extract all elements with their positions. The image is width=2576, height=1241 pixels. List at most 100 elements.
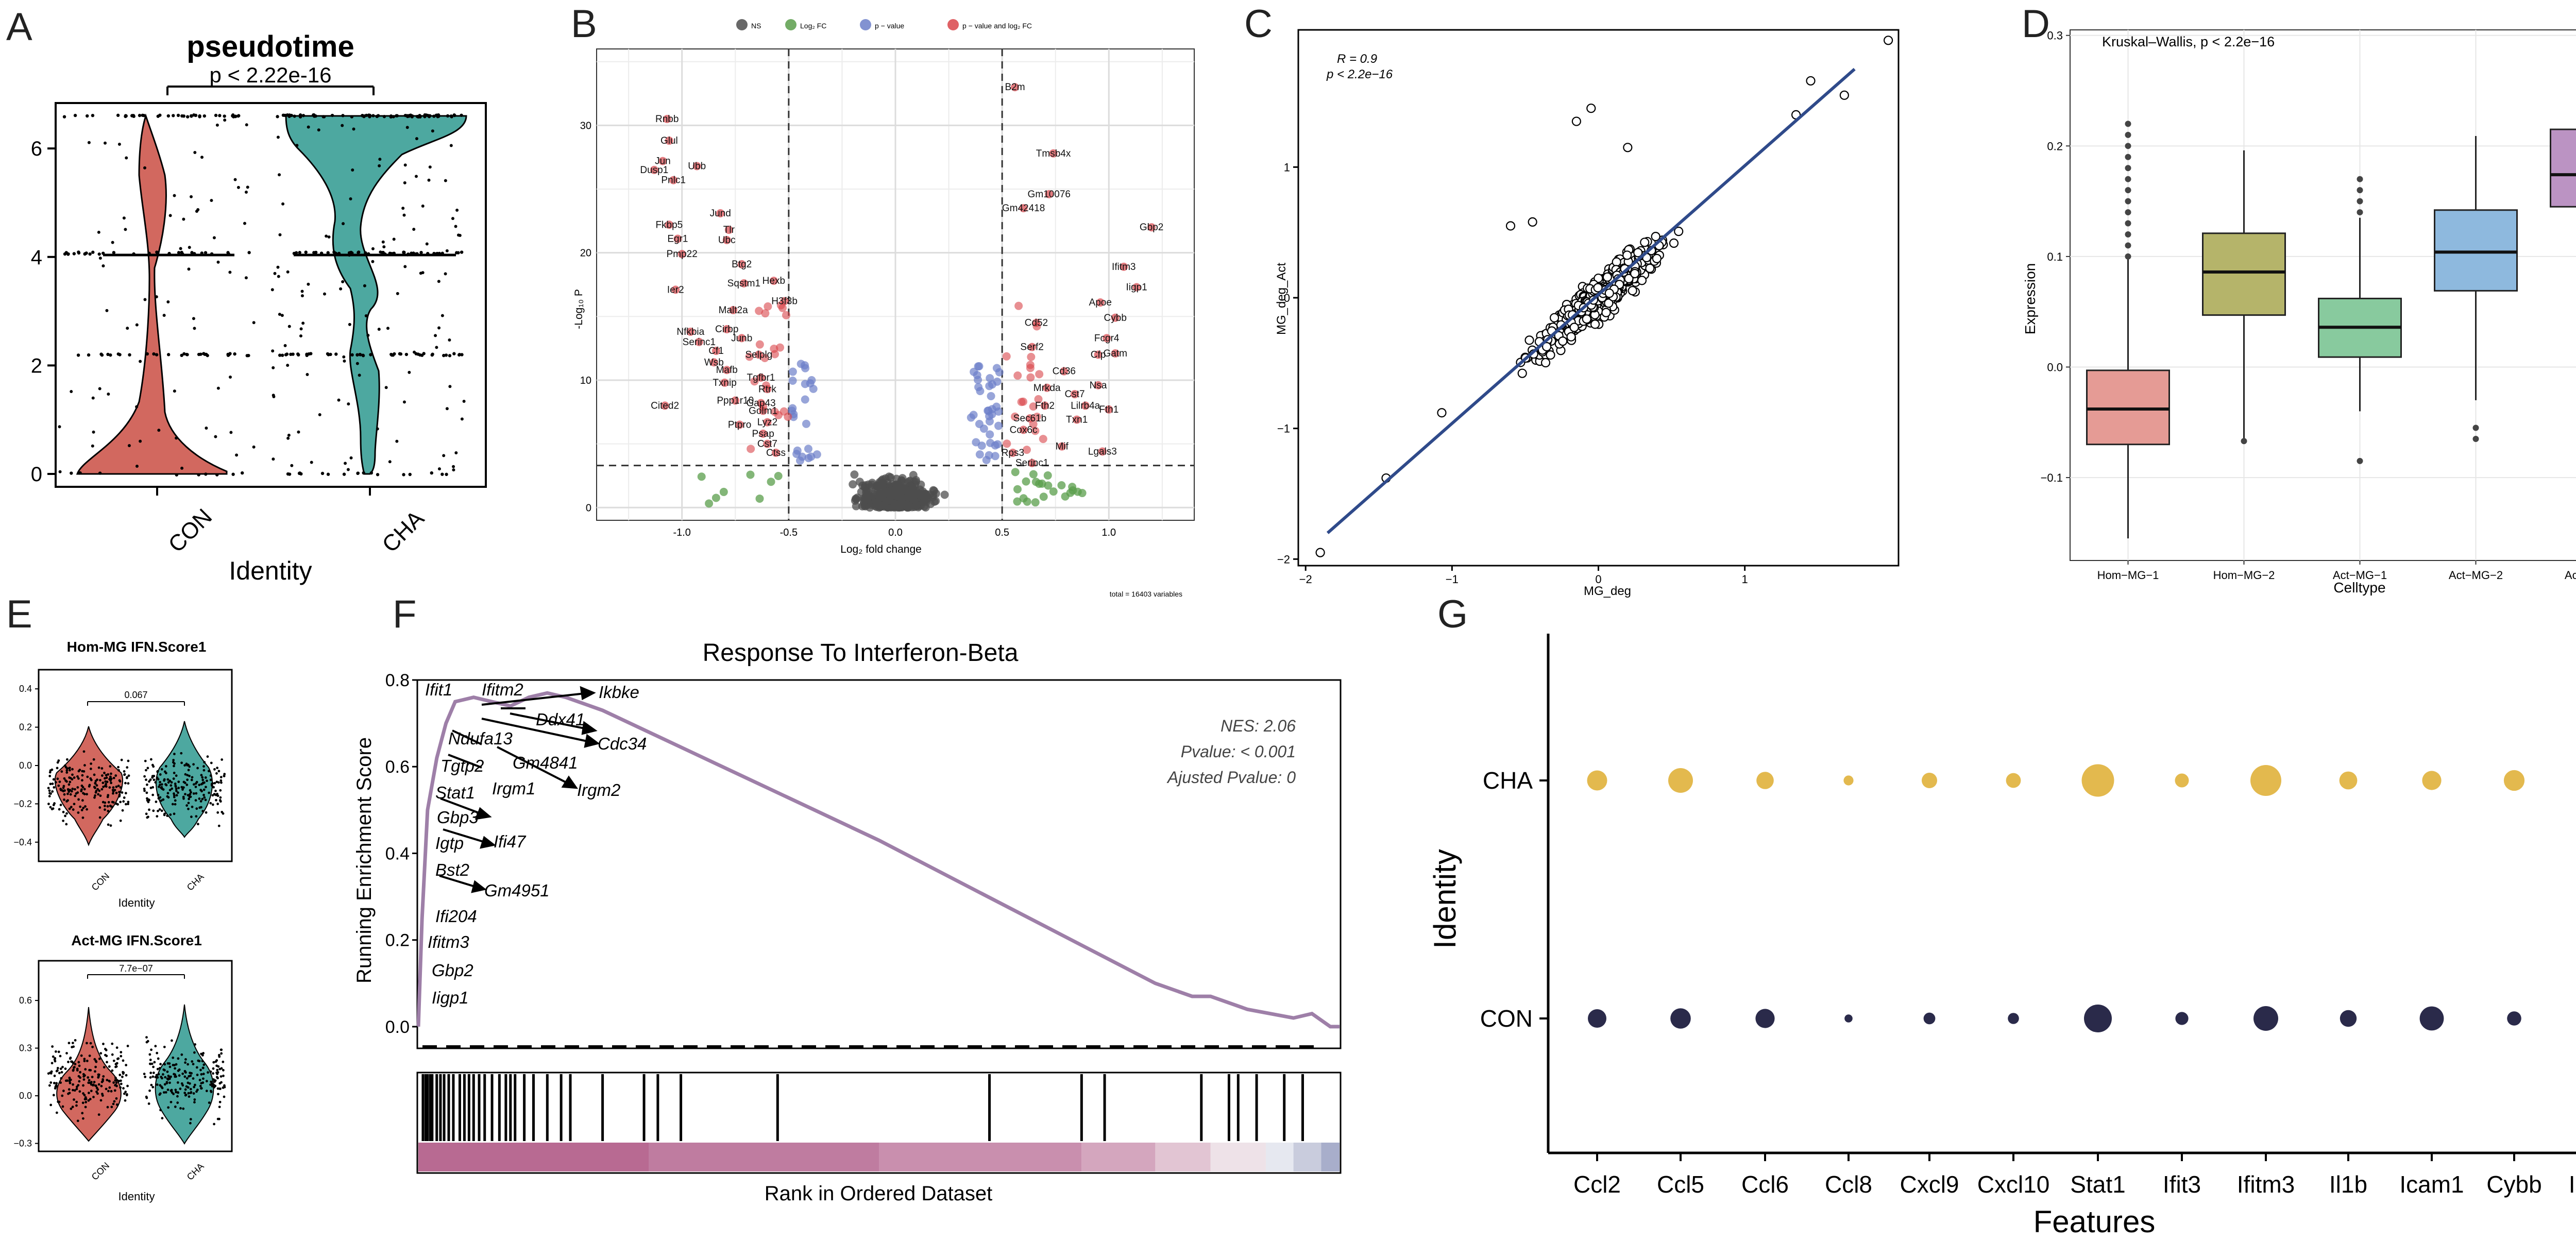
panel-e-point (109, 779, 112, 782)
panel-e-point (222, 1069, 225, 1072)
panel-e-point (61, 1105, 64, 1108)
panel-g-xtick-label: Cxcl10 (1977, 1171, 2050, 1198)
panel-b-point-fc (767, 478, 775, 486)
panel-a-point (286, 270, 290, 274)
panel-e-point (79, 1070, 82, 1074)
panel-a-point (376, 427, 379, 431)
panel-e-point (208, 791, 211, 794)
panel-a-point (300, 294, 304, 298)
panel-e-point (116, 803, 119, 806)
panel-e-point (84, 1106, 87, 1109)
panel-a-point (367, 252, 370, 256)
panel-a-point (293, 114, 296, 118)
panel-e-point (126, 1084, 129, 1087)
panel-e-point (192, 792, 195, 795)
panel-e-point (202, 765, 205, 768)
panel-e-point (115, 1079, 118, 1082)
panel-a-point (352, 127, 355, 131)
panel-e-point (216, 803, 219, 805)
panel-b-gene-label: Pmp22 (667, 249, 698, 260)
panel-e-point (98, 816, 101, 819)
panel-b-point-sig (763, 418, 772, 427)
panel-d-plot-frame (2070, 29, 2576, 561)
panel-a-point (422, 352, 426, 355)
panel-b-point-sig (1032, 322, 1041, 331)
panel-e-point (126, 1045, 129, 1047)
panel-g-xtick-label: Icam1 (2399, 1171, 2464, 1198)
panel-e-point (86, 1059, 89, 1062)
panel-e-point (62, 785, 65, 788)
panel-e-point (112, 786, 115, 789)
panel-c-point (1645, 263, 1655, 274)
panel-b-point-fc (1057, 481, 1066, 489)
panel-e-point (151, 793, 155, 796)
panel-b-point-fc (1029, 470, 1038, 479)
panel-e-point (81, 816, 84, 819)
panel-b-point-sig (760, 354, 769, 363)
panel-e-point (188, 797, 191, 801)
panel-e-point (215, 798, 217, 802)
panel-e-point (189, 1118, 192, 1121)
panel-e-point (55, 1111, 58, 1114)
panel-e-point (89, 768, 92, 770)
panel-b-point-sig (1073, 415, 1081, 424)
panel-b-point-sig (1045, 190, 1054, 198)
panel-e-point (199, 806, 202, 809)
panel-a-point (204, 472, 208, 476)
panel-e-point (57, 1050, 60, 1053)
panel-b-point-ns (920, 502, 929, 511)
panel-e-point (147, 1102, 150, 1105)
panel-b-point-fc (711, 494, 720, 502)
panel-c-point (1437, 408, 1447, 418)
panel-a-point (91, 250, 95, 254)
panel-a-point (444, 272, 447, 276)
panel-a-point (77, 250, 80, 254)
panel-b-gene-label: Lgals3 (1088, 446, 1117, 457)
panel-e-point (174, 1106, 177, 1108)
panel-b-point-sig (731, 396, 740, 405)
panel-e-point (75, 1087, 78, 1091)
panel-b-point-fc (1022, 477, 1030, 486)
panel-e-point (124, 781, 127, 785)
panel-e-point (172, 761, 175, 764)
panel-e-point (159, 1063, 162, 1066)
panel-e-point (48, 795, 51, 797)
panel-e-point (195, 807, 198, 810)
panel-e1-violin-cha (156, 721, 213, 838)
panel-b-gene-label: Tlr (723, 225, 735, 235)
panel-e-point (127, 782, 130, 785)
panel-a-point (452, 352, 456, 355)
panel-e-point (174, 1089, 177, 1092)
panel-b-point-sig (1111, 349, 1120, 358)
panel-e-point (163, 1045, 166, 1048)
panel-b-point-p (979, 424, 988, 433)
panel-a-point (276, 115, 279, 118)
panel-b-gene-label: Serinc1 (683, 337, 716, 348)
panel-c-point (1602, 272, 1613, 282)
panel-d-xlabel: Celltype (2333, 580, 2385, 596)
panel-e-point (49, 1081, 53, 1084)
panel-e-point (206, 755, 209, 758)
panel-g-dot (1922, 773, 1937, 788)
panel-a-point (418, 353, 422, 357)
panel-a-point (460, 250, 464, 254)
panel-e-point (106, 1061, 108, 1064)
panel-a-point (403, 163, 407, 167)
panel-b-point-sig (737, 334, 746, 343)
panel-e-point (88, 1068, 91, 1072)
panel-a-point (457, 353, 462, 356)
panel-e-point (183, 764, 187, 767)
panel-a-point (444, 353, 448, 357)
panel-a-point (289, 352, 293, 356)
panel-e-point (104, 808, 106, 811)
panel-a-ytick-label: 2 (31, 354, 42, 377)
panel-label-d: D (2022, 2, 2050, 46)
panel-a-point (310, 461, 313, 464)
panel-e-point (127, 774, 130, 777)
panel-e-point (75, 1104, 78, 1107)
panel-e-point (66, 788, 70, 791)
panel-e-point (175, 789, 178, 792)
panel-e-point (108, 786, 111, 789)
panel-f-gene-label: Ifi204 (435, 907, 477, 926)
